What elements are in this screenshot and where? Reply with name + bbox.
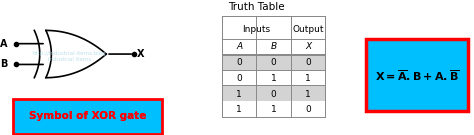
Text: 1: 1: [271, 105, 276, 114]
Text: 1: 1: [305, 74, 311, 83]
Text: B: B: [0, 59, 8, 69]
Text: 0: 0: [305, 58, 311, 67]
Text: B: B: [271, 42, 277, 51]
FancyBboxPatch shape: [222, 54, 325, 70]
Text: Inputs: Inputs: [242, 25, 271, 34]
Text: Output: Output: [292, 25, 324, 34]
Text: 0: 0: [271, 58, 276, 67]
Text: X: X: [305, 42, 311, 51]
Text: X: X: [137, 49, 145, 59]
Text: 0: 0: [271, 90, 276, 99]
Text: 1: 1: [237, 105, 242, 114]
Text: 0: 0: [305, 105, 311, 114]
FancyBboxPatch shape: [222, 101, 325, 117]
Text: 1: 1: [305, 90, 311, 99]
Text: 0: 0: [237, 74, 242, 83]
Text: http://industrial-items.blog
Industrial Items: http://industrial-items.blog Industrial …: [32, 51, 106, 62]
Text: A: A: [236, 42, 242, 51]
FancyBboxPatch shape: [222, 70, 325, 85]
Text: 1: 1: [271, 74, 276, 83]
Text: Truth Table: Truth Table: [228, 2, 285, 12]
Text: 0: 0: [237, 58, 242, 67]
Text: 1: 1: [237, 90, 242, 99]
Text: A: A: [0, 39, 8, 49]
FancyBboxPatch shape: [222, 85, 325, 101]
